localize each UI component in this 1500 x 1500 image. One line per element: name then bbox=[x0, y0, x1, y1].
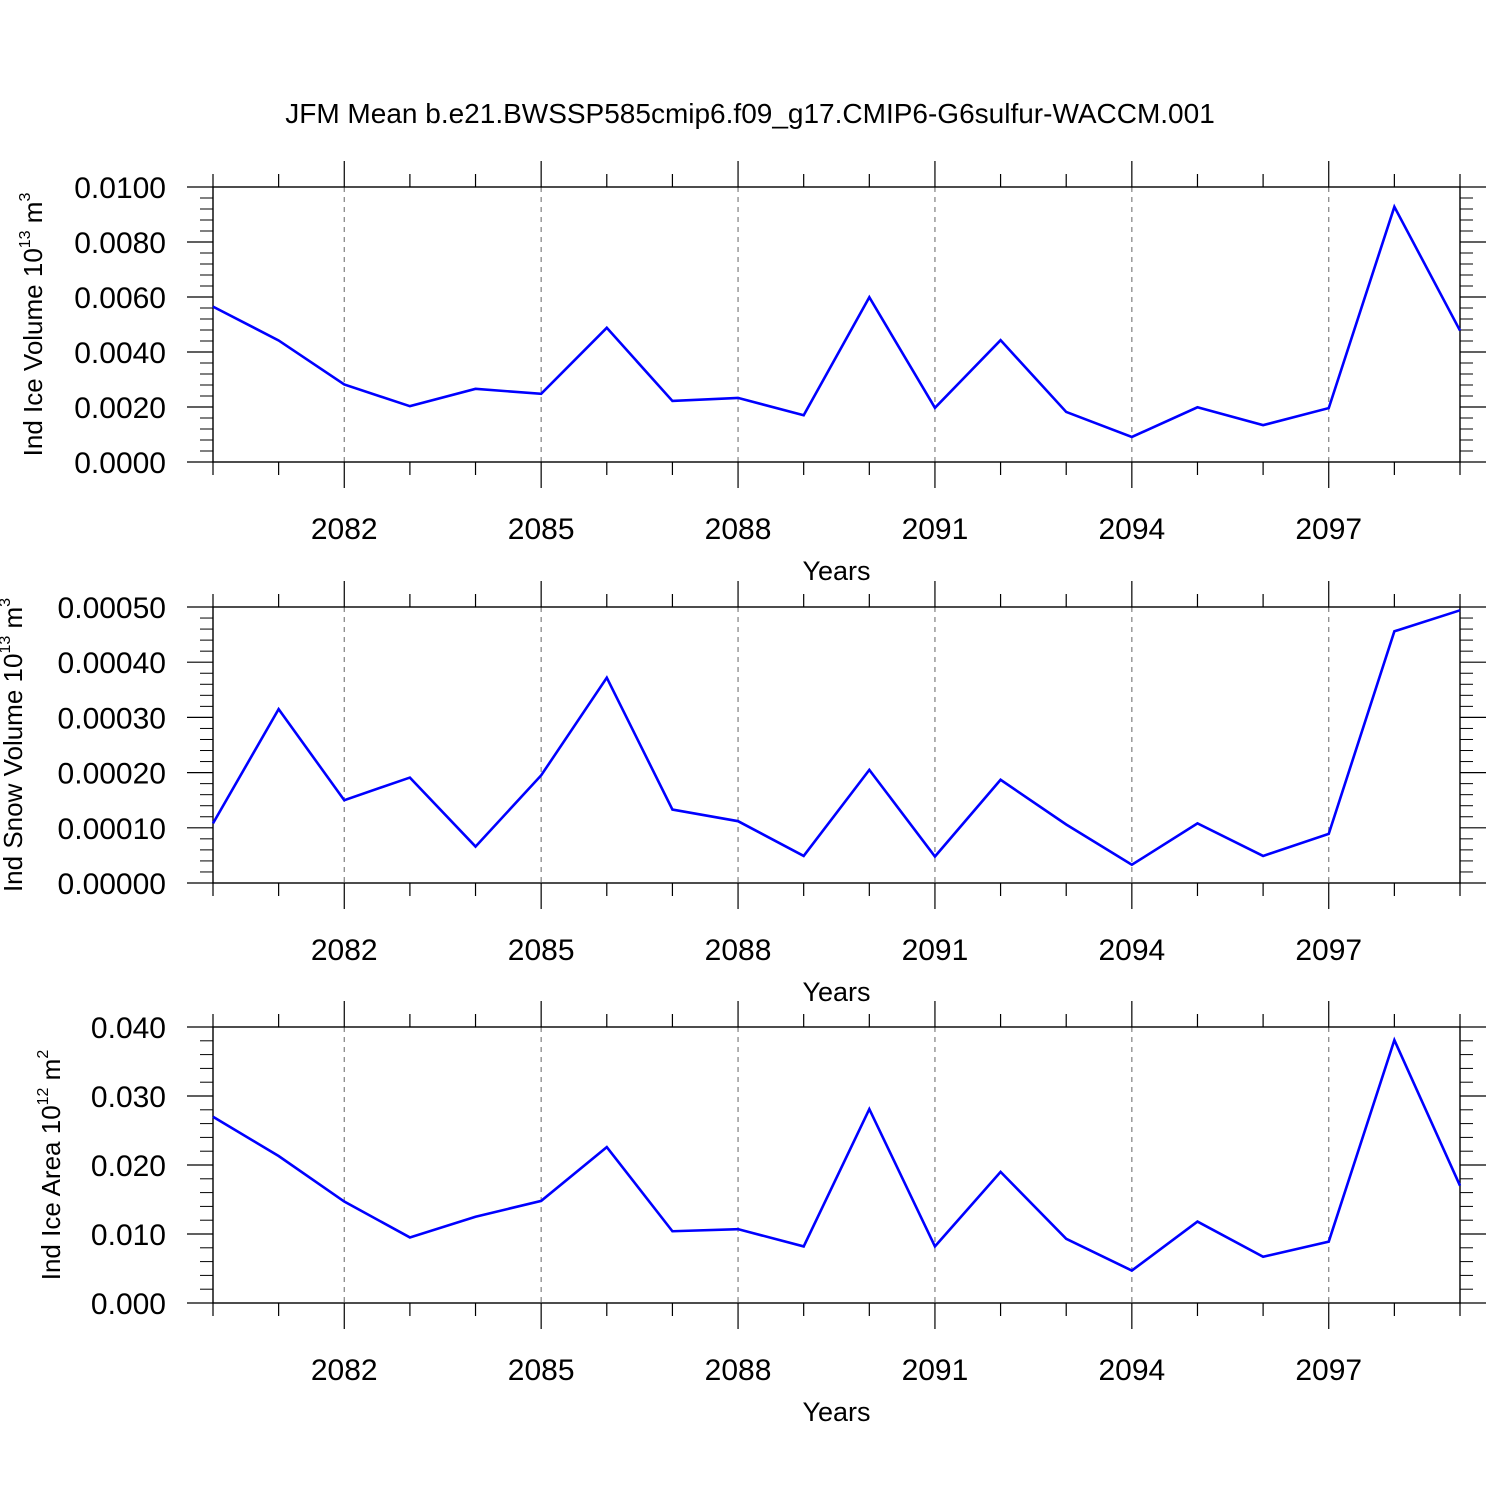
chart-title: JFM Mean b.e21.BWSSP585cmip6.f09_g17.CMI… bbox=[285, 98, 1215, 129]
p2-xtick-label: 2085 bbox=[508, 1354, 575, 1387]
p1-y-axis-label-text: Ind Snow Volume 10 bbox=[0, 654, 28, 893]
p0-xtick-label: 2088 bbox=[705, 513, 772, 546]
p2-ytick-label: 0.040 bbox=[91, 1012, 166, 1045]
p1-xtick-label: 2094 bbox=[1098, 934, 1165, 967]
p0-xtick-label: 2097 bbox=[1295, 513, 1362, 546]
panel-ice-volume: 2082 2085 2088 2091 2094 2097 0.0000 0.0020 0.00… bbox=[17, 161, 1486, 586]
p0-x-axis-label: Years bbox=[802, 556, 870, 586]
p0-xtick-label: 2085 bbox=[508, 513, 575, 546]
p2-plot-frame bbox=[212, 1026, 1461, 1304]
p0-y-axis-label-unit-exp: 3 bbox=[17, 193, 34, 202]
p2-ytick-label: 0.000 bbox=[91, 1288, 166, 1321]
p0-series-line-0 bbox=[212, 203, 1462, 439]
p0-ytick-label: 0.0080 bbox=[74, 227, 166, 260]
p1-ytick-label: 0.00050 bbox=[58, 592, 166, 625]
p1-y-axis-label-exp: 13 bbox=[0, 636, 14, 654]
p1-x-axis-label: Years bbox=[802, 977, 870, 1007]
p0-y-axis-label-exp: 13 bbox=[17, 230, 34, 248]
p0-xtick-label: 2094 bbox=[1098, 513, 1165, 546]
p2-y-axis-label-text: Ind Ice Area 10 bbox=[36, 1105, 66, 1280]
p1-xtick-label: 2091 bbox=[902, 934, 969, 967]
p1-xtick-label: 2097 bbox=[1295, 934, 1362, 967]
p1-ytick-label: 0.00000 bbox=[58, 868, 166, 901]
p1-ytick-label: 0.00040 bbox=[58, 647, 166, 680]
p2-y-axis-label-unit-exp: 2 bbox=[35, 1050, 52, 1059]
p0-ytick-label: 0.0020 bbox=[74, 392, 166, 425]
p1-ytick-label: 0.00030 bbox=[58, 702, 166, 735]
p0-y-axis-label-text: Ind Ice Volume 10 bbox=[18, 248, 48, 456]
p2-xtick-label: 2097 bbox=[1295, 1354, 1362, 1387]
p1-y-axis-label: Ind Snow Volume 1013 m3 bbox=[0, 598, 28, 892]
p2-ytick-label: 0.030 bbox=[91, 1081, 166, 1114]
p0-y-axis-label-unit: m bbox=[18, 202, 48, 231]
p2-series-line-0 bbox=[212, 1036, 1462, 1273]
p1-plot-frame bbox=[212, 606, 1461, 884]
p0-ytick-label: 0.0100 bbox=[74, 172, 166, 205]
p0-xtick-label: 2091 bbox=[902, 513, 969, 546]
p2-y-axis-label-unit: m bbox=[36, 1059, 66, 1088]
panel-ice-area: 2082 2085 2088 2091 2094 2097 0.000 0.010 0.020 0… bbox=[35, 1001, 1486, 1427]
p1-ytick-label: 0.00010 bbox=[58, 813, 166, 846]
p1-xtick-label: 2085 bbox=[508, 934, 575, 967]
p2-xtick-label: 2088 bbox=[705, 1354, 772, 1387]
p0-ytick-label: 0.0000 bbox=[74, 447, 166, 480]
p2-ytick-label: 0.010 bbox=[91, 1219, 166, 1252]
p2-y-axis-label-exp: 12 bbox=[35, 1087, 52, 1105]
p2-xtick-label: 2091 bbox=[902, 1354, 969, 1387]
p1-y-axis-label-unit-exp: 3 bbox=[0, 598, 14, 607]
p2-xtick-label: 2082 bbox=[311, 1354, 378, 1387]
p1-y-axis-label-unit: m bbox=[0, 607, 28, 636]
p1-xtick-label: 2082 bbox=[311, 934, 378, 967]
p1-xtick-label: 2088 bbox=[705, 934, 772, 967]
p1-ytick-label: 0.00020 bbox=[58, 758, 166, 791]
p2-xtick-label: 2094 bbox=[1098, 1354, 1165, 1387]
p0-ytick-label: 0.0040 bbox=[74, 337, 166, 370]
p1-series-line-0 bbox=[211, 609, 1461, 867]
p0-plot-frame bbox=[212, 186, 1461, 463]
p0-y-axis-label: Ind Ice Volume 1013 m3 bbox=[17, 193, 48, 457]
panel-snow-volume: 2082 2085 2088 2091 2094 2097 0.00000 0.00010 0.… bbox=[0, 581, 1486, 1007]
p2-ytick-label: 0.020 bbox=[91, 1150, 166, 1183]
p0-xtick-label: 2082 bbox=[311, 513, 378, 546]
p2-y-axis-label: Ind Ice Area 1012 m2 bbox=[35, 1050, 66, 1281]
p2-x-axis-label: Years bbox=[802, 1397, 870, 1427]
p0-ytick-label: 0.0060 bbox=[74, 282, 166, 315]
